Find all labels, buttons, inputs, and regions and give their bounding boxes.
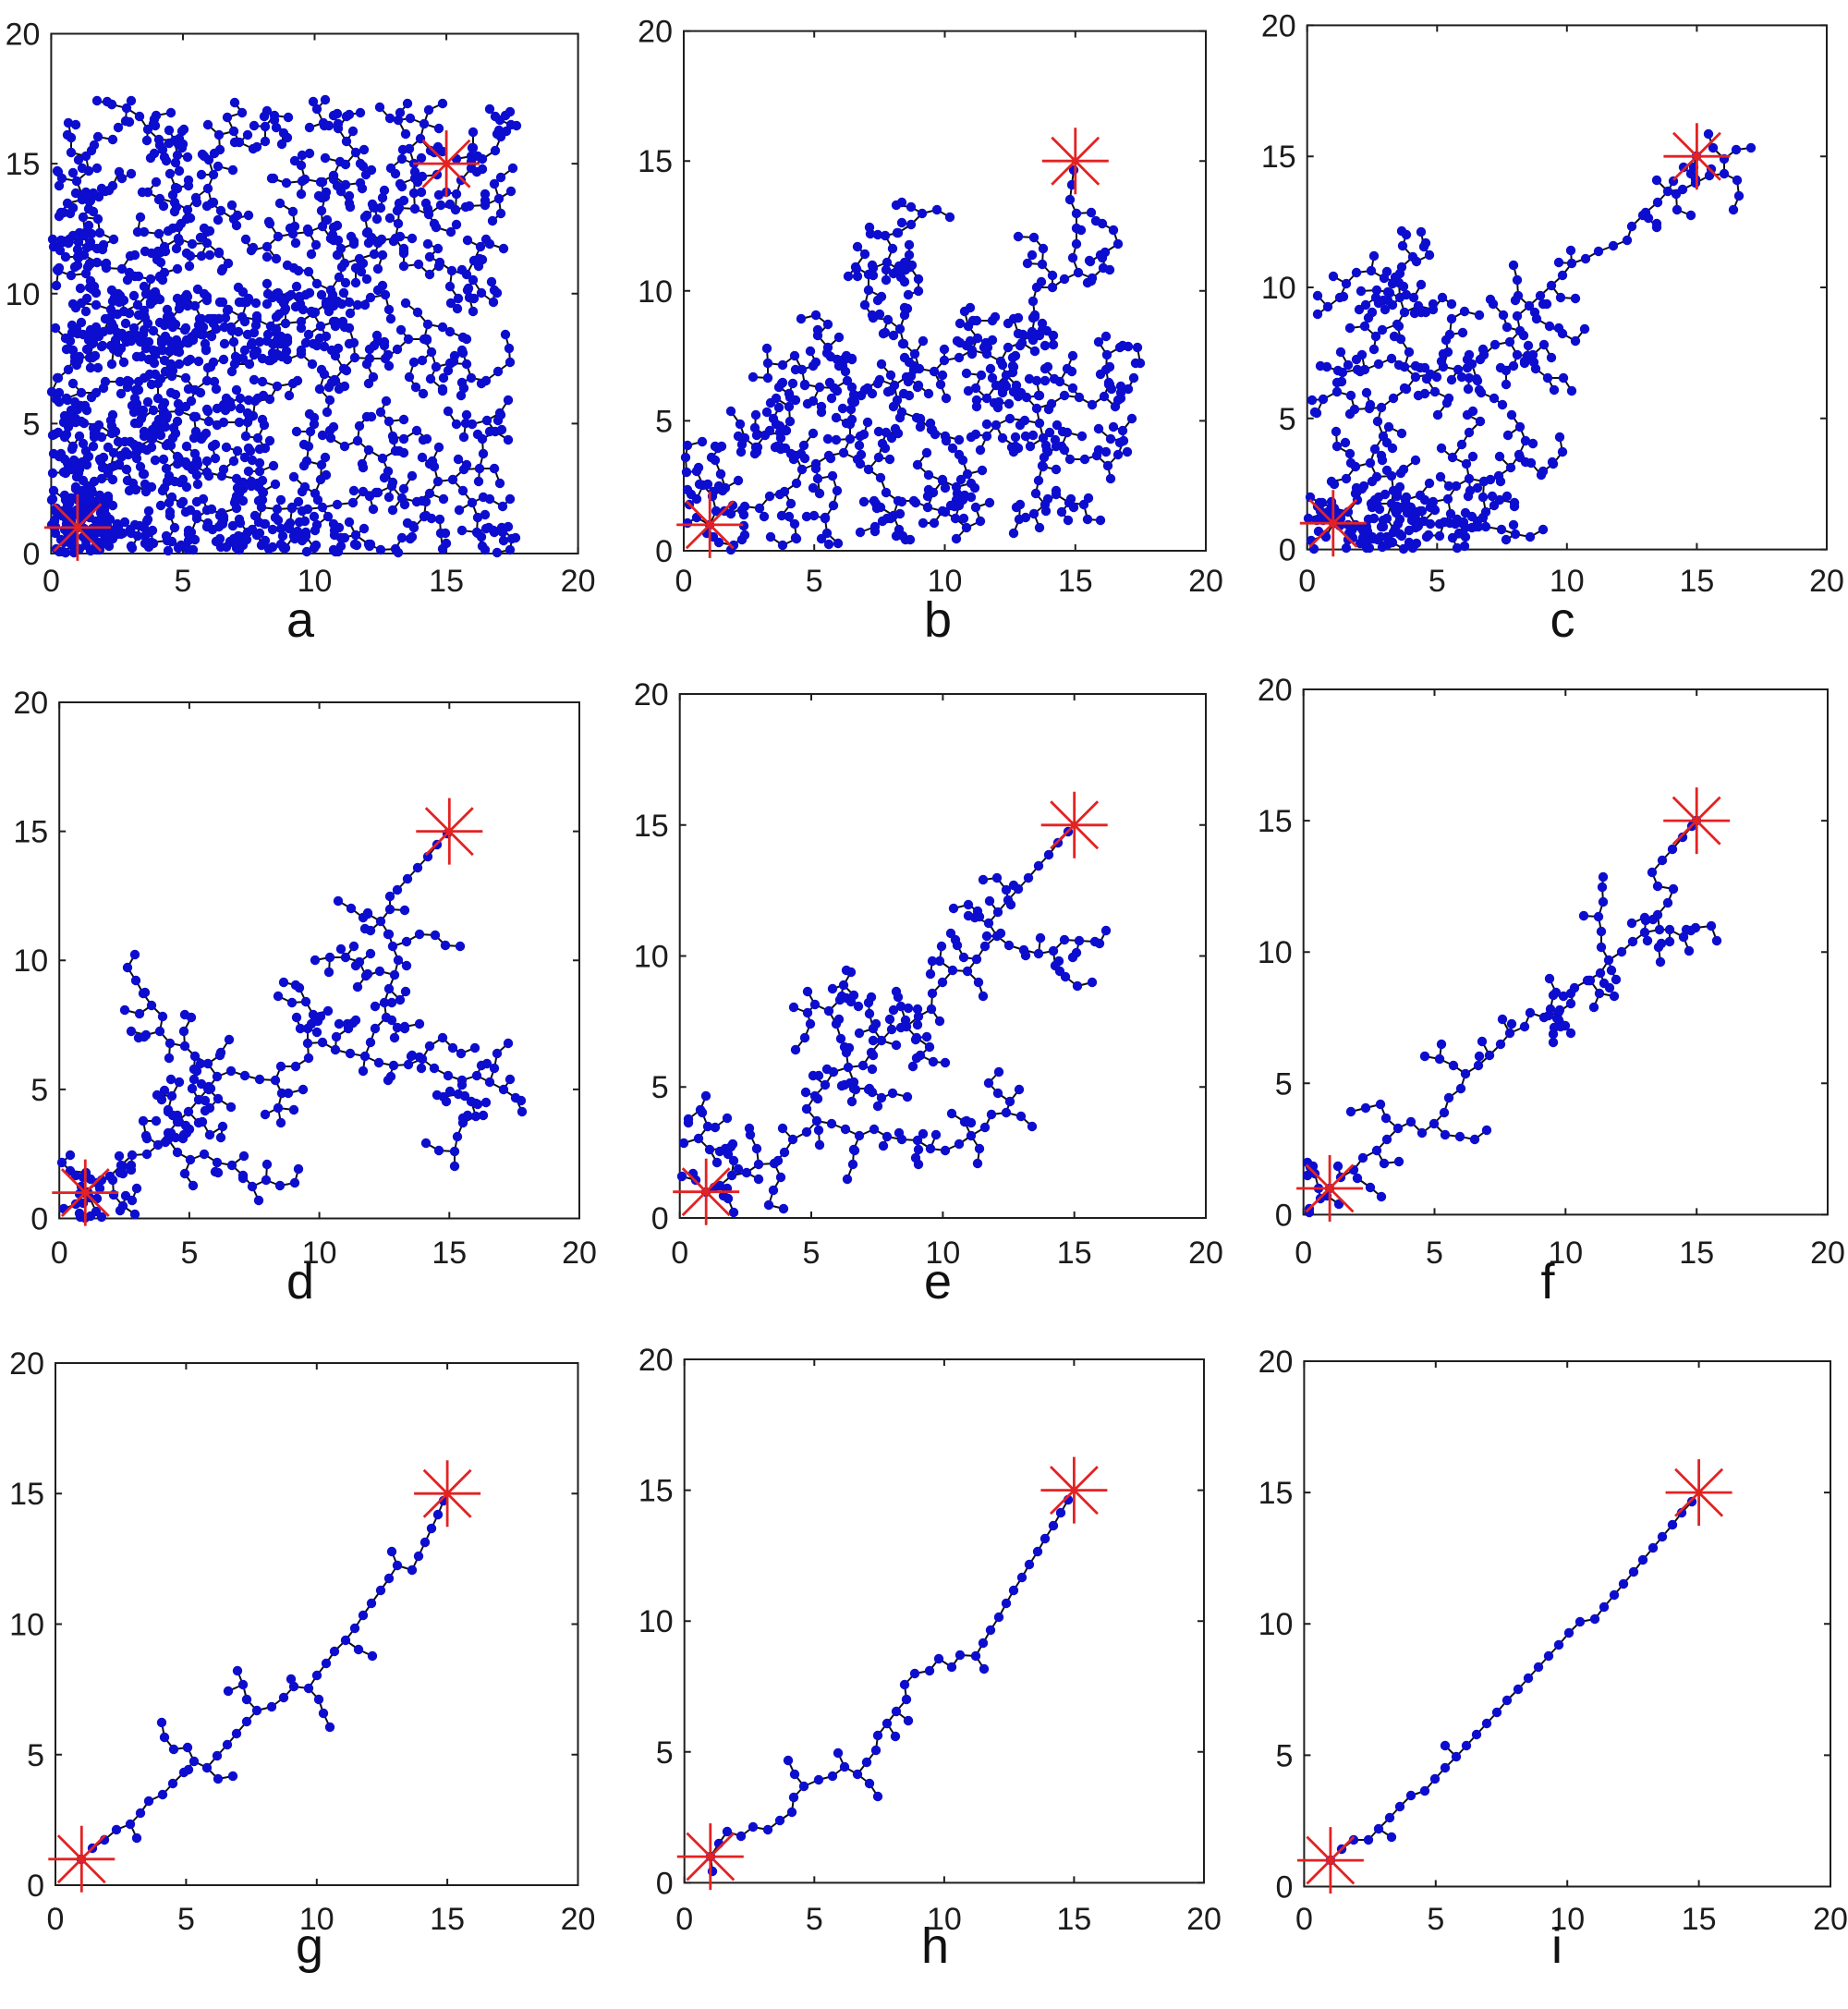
svg-text:15: 15 [429, 564, 464, 599]
svg-text:5: 5 [651, 1070, 669, 1105]
svg-text:15: 15 [634, 809, 669, 844]
svg-text:a: a [286, 592, 315, 648]
svg-text:0: 0 [1295, 1236, 1312, 1271]
svg-text:5: 5 [175, 564, 192, 599]
svg-text:5: 5 [806, 564, 823, 599]
svg-text:5: 5 [1429, 564, 1446, 599]
svg-text:20: 20 [6, 18, 41, 53]
svg-text:0: 0 [1295, 1902, 1313, 1937]
svg-text:f: f [1540, 1254, 1555, 1309]
svg-text:5: 5 [1427, 1902, 1444, 1937]
svg-text:5: 5 [30, 1073, 48, 1108]
svg-text:15: 15 [6, 147, 41, 182]
svg-text:5: 5 [27, 1738, 44, 1773]
svg-text:g: g [296, 1918, 323, 1974]
svg-text:15: 15 [1679, 564, 1714, 599]
svg-text:20: 20 [1809, 564, 1844, 599]
svg-text:10: 10 [925, 1236, 960, 1271]
svg-text:15: 15 [432, 1236, 467, 1271]
svg-text:20: 20 [1261, 8, 1296, 43]
svg-text:15: 15 [1258, 804, 1293, 839]
svg-text:0: 0 [1279, 533, 1296, 568]
svg-text:20: 20 [638, 15, 673, 50]
svg-text:5: 5 [1275, 1738, 1293, 1773]
svg-text:20: 20 [1813, 1902, 1848, 1937]
svg-text:15: 15 [638, 1474, 674, 1509]
svg-text:0: 0 [43, 564, 60, 599]
svg-text:0: 0 [1298, 564, 1316, 599]
svg-text:10: 10 [6, 277, 41, 312]
svg-text:5: 5 [1275, 1066, 1293, 1102]
svg-text:20: 20 [1186, 1902, 1222, 1937]
svg-text:20: 20 [1188, 1236, 1223, 1271]
svg-text:10: 10 [9, 1608, 44, 1643]
svg-text:0: 0 [675, 564, 693, 599]
svg-text:5: 5 [656, 1735, 674, 1771]
svg-text:5: 5 [655, 404, 673, 439]
svg-text:20: 20 [1188, 564, 1223, 599]
svg-text:15: 15 [9, 1477, 44, 1512]
svg-text:20: 20 [562, 1236, 597, 1271]
svg-text:10: 10 [1258, 1607, 1294, 1642]
svg-text:15: 15 [1679, 1236, 1714, 1271]
svg-text:20: 20 [561, 564, 596, 599]
svg-text:10: 10 [1258, 935, 1293, 970]
svg-text:20: 20 [1810, 1236, 1845, 1271]
svg-text:20: 20 [561, 1902, 596, 1937]
svg-text:i: i [1551, 1918, 1562, 1974]
svg-text:0: 0 [27, 1869, 44, 1904]
svg-text:10: 10 [638, 1604, 674, 1639]
svg-text:15: 15 [1258, 1476, 1294, 1511]
svg-text:0: 0 [1275, 1198, 1293, 1233]
svg-text:5: 5 [1279, 402, 1296, 437]
svg-text:10: 10 [928, 564, 963, 599]
svg-text:10: 10 [638, 274, 673, 310]
svg-text:10: 10 [298, 564, 333, 599]
svg-text:5: 5 [180, 1236, 198, 1271]
svg-text:0: 0 [51, 1236, 68, 1271]
svg-text:e: e [924, 1254, 952, 1309]
svg-text:20: 20 [634, 677, 669, 712]
svg-text:15: 15 [430, 1902, 465, 1937]
svg-text:15: 15 [638, 144, 673, 179]
svg-text:15: 15 [1056, 1902, 1091, 1937]
svg-text:0: 0 [671, 1236, 688, 1271]
svg-text:b: b [924, 592, 952, 648]
svg-text:5: 5 [22, 407, 40, 442]
svg-text:10: 10 [1550, 1902, 1585, 1937]
svg-text:5: 5 [806, 1902, 823, 1937]
svg-text:5: 5 [177, 1902, 195, 1937]
svg-text:20: 20 [638, 1343, 674, 1378]
svg-text:15: 15 [1057, 1236, 1092, 1271]
svg-text:15: 15 [1058, 564, 1093, 599]
svg-text:5: 5 [803, 1236, 821, 1271]
svg-text:0: 0 [675, 1902, 693, 1937]
svg-text:15: 15 [13, 815, 48, 850]
svg-text:0: 0 [22, 537, 40, 572]
svg-text:15: 15 [1682, 1902, 1717, 1937]
svg-text:10: 10 [927, 1902, 962, 1937]
svg-text:0: 0 [1275, 1870, 1293, 1906]
svg-text:0: 0 [30, 1202, 48, 1237]
svg-text:15: 15 [1261, 140, 1296, 175]
svg-text:c: c [1550, 592, 1575, 648]
svg-text:d: d [286, 1254, 314, 1309]
svg-text:20: 20 [13, 686, 48, 721]
svg-text:20: 20 [1258, 1345, 1294, 1380]
svg-text:0: 0 [651, 1201, 669, 1236]
svg-text:0: 0 [656, 1866, 674, 1901]
svg-text:10: 10 [299, 1902, 334, 1937]
svg-text:10: 10 [13, 944, 48, 979]
svg-text:h: h [921, 1918, 949, 1974]
svg-text:10: 10 [1550, 564, 1585, 599]
svg-text:10: 10 [1261, 271, 1296, 306]
svg-text:0: 0 [655, 534, 673, 569]
svg-text:10: 10 [302, 1236, 337, 1271]
svg-text:0: 0 [47, 1902, 65, 1937]
svg-text:10: 10 [1548, 1236, 1583, 1271]
svg-text:20: 20 [9, 1346, 44, 1382]
svg-text:20: 20 [1258, 673, 1293, 708]
svg-text:5: 5 [1426, 1236, 1443, 1271]
svg-text:10: 10 [634, 940, 669, 975]
